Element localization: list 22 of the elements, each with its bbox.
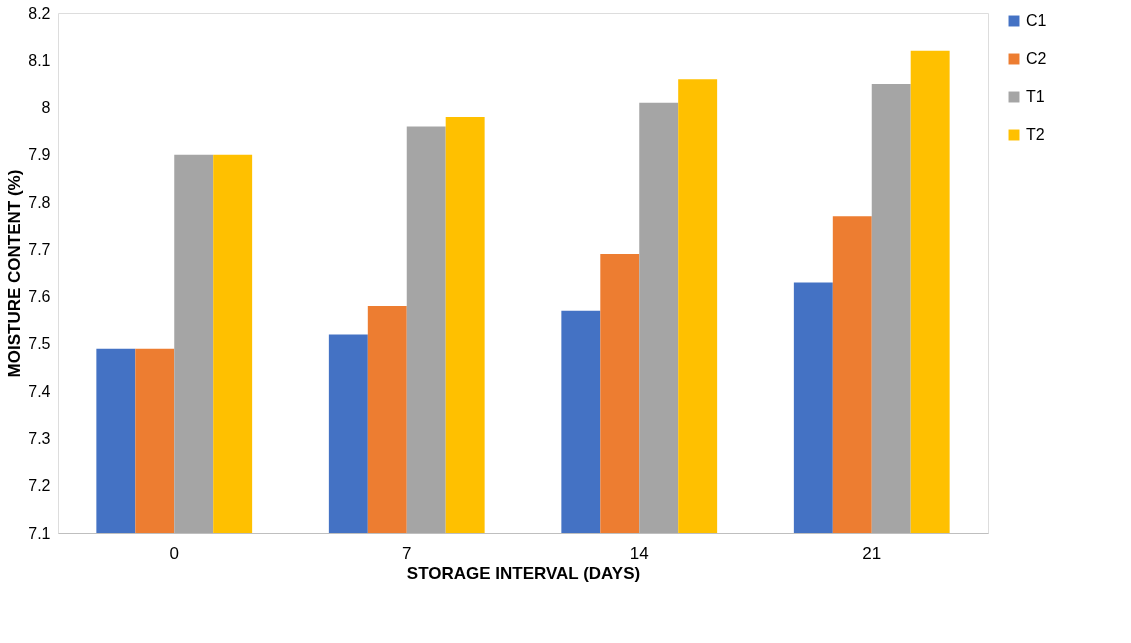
y-tick-label: 7.3 [28, 429, 51, 447]
y-tick-label: 7.4 [28, 382, 51, 400]
x-tick-label: 7 [402, 543, 412, 563]
legend-label: C2 [1026, 50, 1047, 67]
legend-label: T2 [1026, 126, 1045, 143]
x-tick-label: 0 [169, 543, 179, 563]
y-tick-label: 7.5 [28, 335, 51, 353]
y-tick-label: 8.1 [28, 51, 51, 69]
y-tick-label: 7.6 [28, 288, 51, 306]
legend-label: C1 [1026, 12, 1047, 29]
y-tick-label: 8.2 [28, 4, 51, 22]
y-tick-label: 7.2 [28, 477, 51, 495]
y-tick-label: 7.7 [28, 240, 51, 258]
x-axis-title: STORAGE INTERVAL (DAYS) [406, 563, 641, 583]
y-axis-title: MOISTURE CONTENT (%) [5, 169, 25, 378]
legend-label: T1 [1026, 88, 1045, 105]
y-tick-label: 7.9 [28, 146, 51, 164]
y-tick-label: 8 [41, 99, 51, 117]
x-tick-label: 14 [629, 543, 649, 563]
x-tick-label: 21 [862, 543, 882, 563]
y-tick-label: 7.1 [28, 524, 51, 542]
y-tick-label: 7.8 [28, 193, 51, 211]
